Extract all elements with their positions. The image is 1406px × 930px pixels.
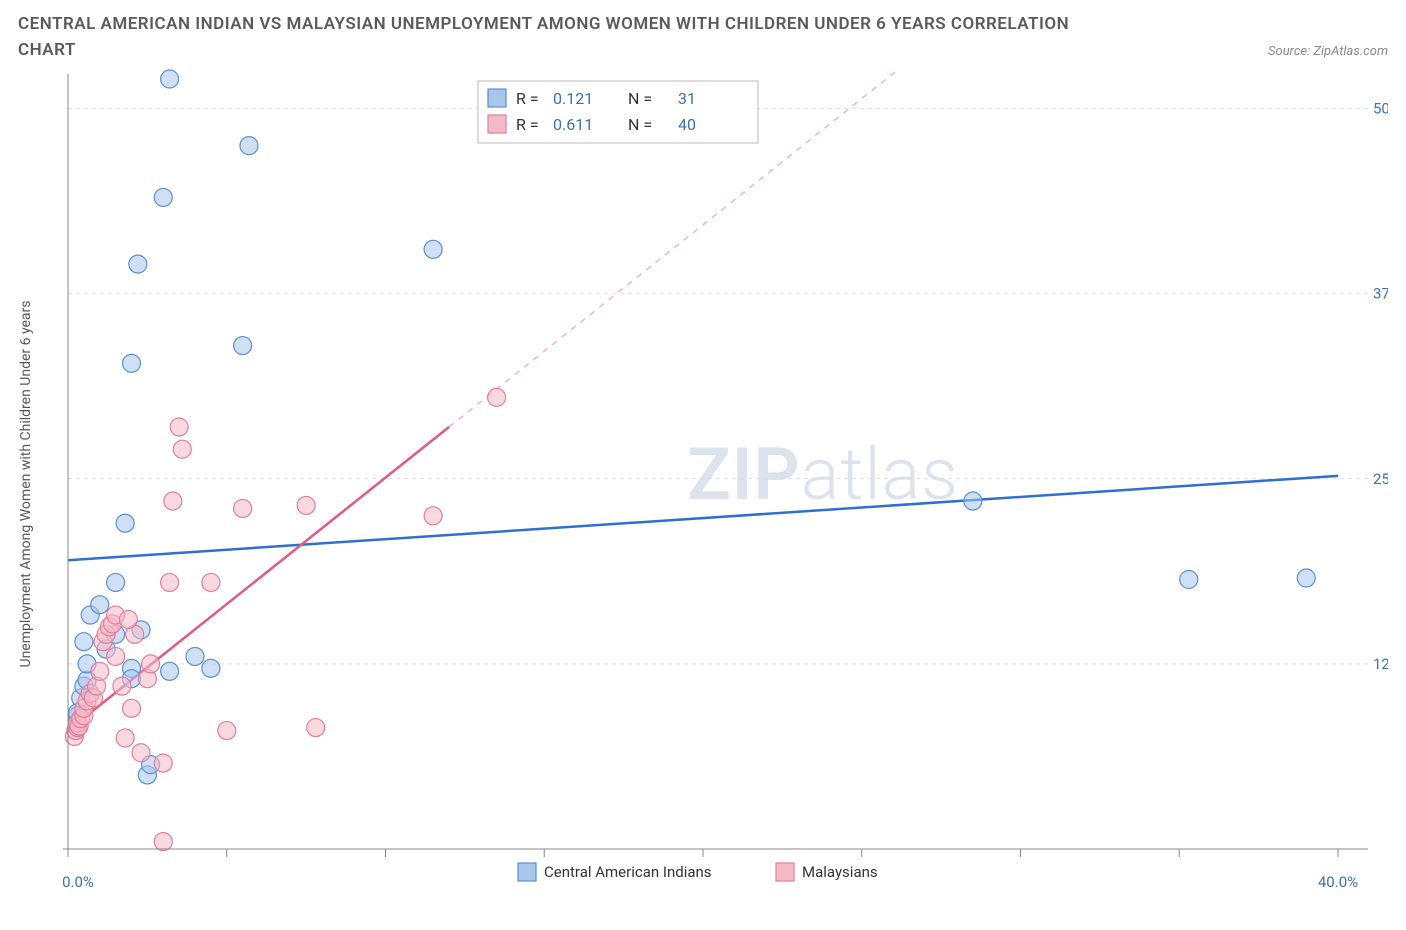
y-axis-label: Unemployment Among Women with Children U…: [18, 300, 34, 667]
legend-n-label: N =: [628, 89, 652, 108]
data-point: [964, 492, 982, 510]
data-point: [202, 659, 220, 677]
series-legend-swatch: [776, 863, 794, 881]
source-attribution: Source: ZipAtlas.com: [1268, 44, 1388, 63]
legend-n-value: 40: [678, 115, 696, 134]
data-point: [240, 137, 258, 155]
data-point: [123, 354, 141, 372]
data-point: [75, 633, 93, 651]
data-point: [91, 596, 109, 614]
series-legend-label: Malaysians: [802, 863, 878, 881]
legend-n-value: 31: [678, 89, 696, 108]
data-point: [142, 655, 160, 673]
legend-swatch: [488, 115, 506, 133]
data-point: [161, 662, 179, 680]
data-point: [129, 255, 147, 273]
legend-r-label: R =: [516, 115, 539, 134]
data-point: [234, 337, 252, 355]
data-point: [91, 662, 109, 680]
data-point: [154, 188, 172, 206]
data-point: [307, 719, 325, 737]
x-tick-label: 0.0%: [62, 873, 94, 891]
legend-swatch: [488, 89, 506, 107]
data-point: [424, 507, 442, 525]
legend-r-value: 0.121: [553, 89, 593, 108]
data-point: [113, 677, 131, 695]
data-point: [123, 699, 141, 717]
data-point: [488, 388, 506, 406]
y-tick-label: 50.0%: [1373, 100, 1388, 118]
data-point: [202, 573, 220, 591]
data-point: [154, 754, 172, 772]
data-point: [173, 440, 191, 458]
scatter-chart: ZIPatlas0.0%40.0%12.5%25.0%37.5%50.0%R =…: [18, 69, 1388, 899]
legend-r-value: 0.611: [553, 115, 593, 134]
data-point: [218, 722, 236, 740]
chart-title: CENTRAL AMERICAN INDIAN VS MALAYSIAN UNE…: [18, 12, 1118, 63]
data-point: [297, 496, 315, 514]
legend-n-label: N =: [628, 115, 652, 134]
y-tick-label: 12.5%: [1373, 655, 1388, 673]
source-prefix: Source:: [1268, 44, 1313, 59]
data-point: [116, 729, 134, 747]
data-point: [107, 573, 125, 591]
y-tick-label: 37.5%: [1373, 285, 1388, 303]
data-point: [161, 70, 179, 88]
data-point: [164, 492, 182, 510]
data-point: [170, 418, 188, 436]
source-name: ZipAtlas.com: [1313, 44, 1388, 59]
data-point: [1180, 571, 1198, 589]
data-point: [161, 573, 179, 591]
data-point: [116, 514, 134, 532]
data-point: [154, 833, 172, 851]
x-tick-label: 40.0%: [1318, 873, 1358, 891]
data-point: [186, 648, 204, 666]
series-legend-swatch: [518, 863, 536, 881]
data-point: [234, 499, 252, 517]
data-point: [424, 240, 442, 258]
chart-container: Unemployment Among Women with Children U…: [18, 69, 1388, 899]
data-point: [1297, 569, 1315, 587]
y-tick-label: 25.0%: [1373, 470, 1388, 488]
data-point: [107, 648, 125, 666]
data-point: [119, 610, 137, 628]
data-point: [132, 744, 150, 762]
legend-r-label: R =: [516, 89, 539, 108]
series-legend-label: Central American Indians: [544, 863, 712, 881]
